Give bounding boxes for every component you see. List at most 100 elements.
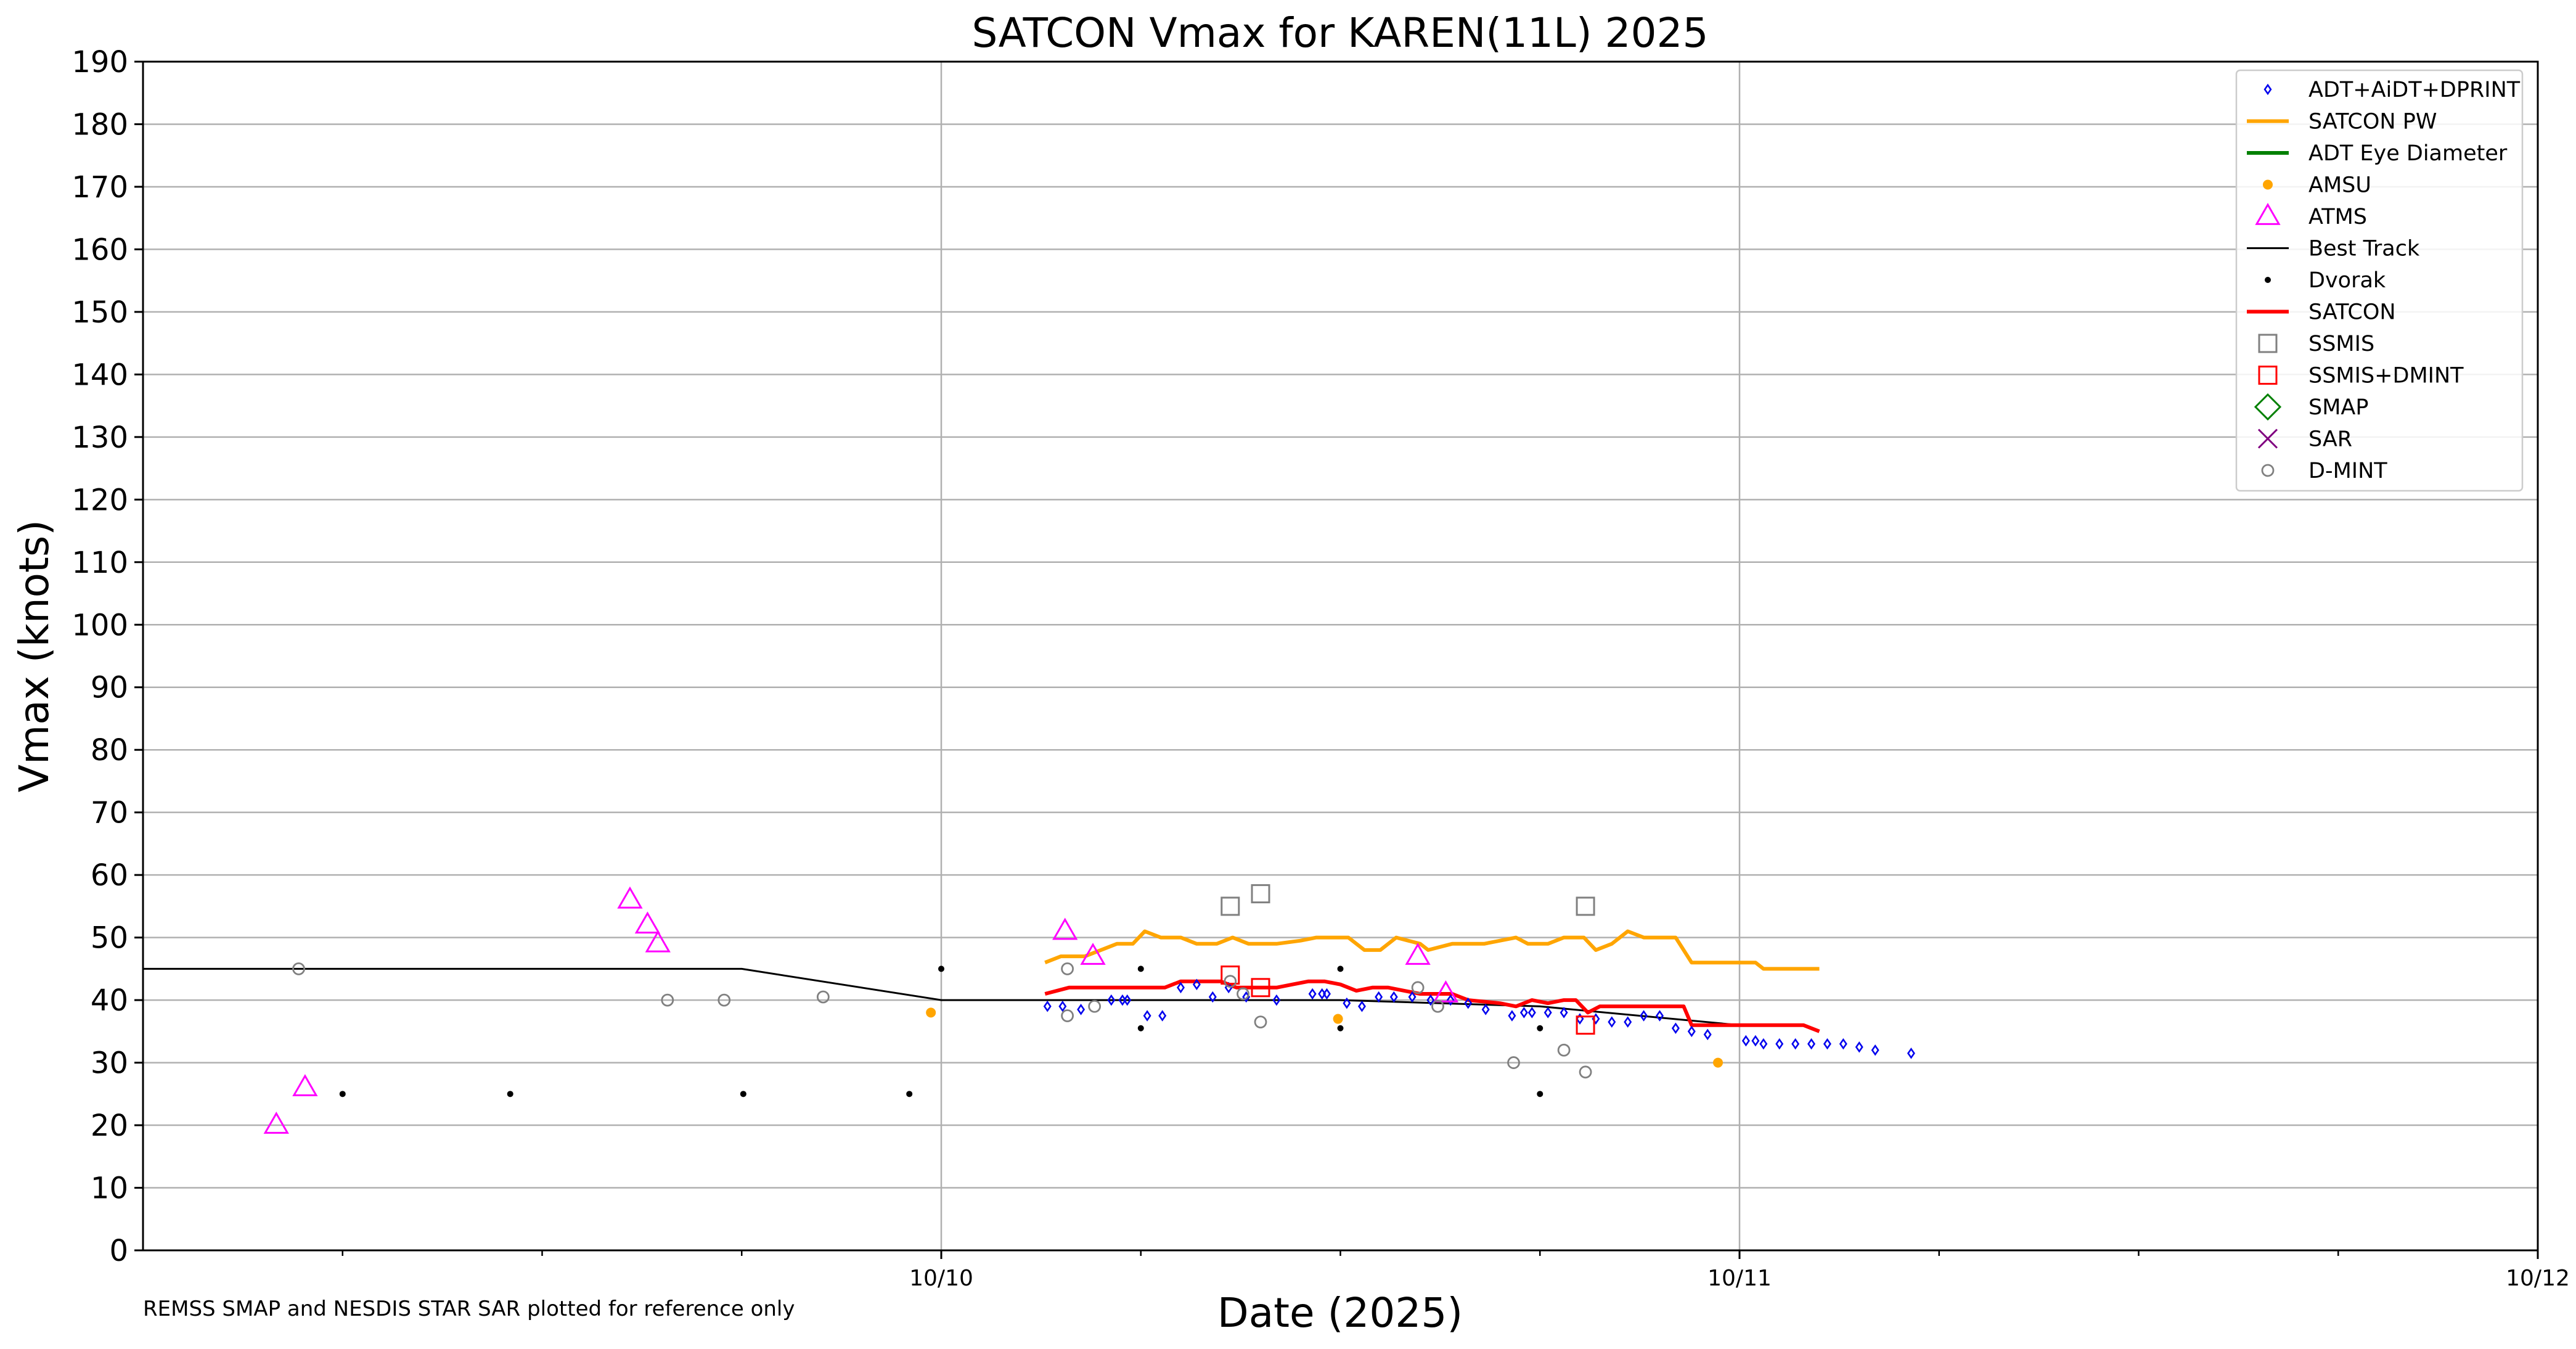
point-adt-aidt-dprint <box>1519 1007 1528 1019</box>
point-adt-aidt-dprint <box>1446 994 1455 1006</box>
grid-lines <box>143 60 2539 1252</box>
point-adt-aidt-dprint <box>1576 1013 1584 1025</box>
legend-label: SATCON PW <box>2308 110 2437 134</box>
point-adt-aidt-dprint <box>1177 982 1185 994</box>
point-adt-aidt-dprint <box>1158 1010 1167 1022</box>
point-atms <box>263 1112 289 1134</box>
point-adt-aidt-dprint <box>1791 1038 1800 1050</box>
y-tick-label: 140 <box>72 358 128 392</box>
legend-item-d-mint: D-MINT <box>2261 459 2387 483</box>
point-d-mint <box>1411 981 1425 994</box>
legend-item-smap: SMAP <box>2254 393 2368 421</box>
legend-item-amsu: AMSU <box>2263 173 2371 198</box>
legend-label: Best Track <box>2308 237 2420 261</box>
point-ssmis <box>1251 884 1270 904</box>
y-tick-label: 0 <box>109 1234 128 1268</box>
legend-label: SSMIS+DMINT <box>2308 364 2464 388</box>
point-adt-aidt-dprint <box>1656 1010 1664 1022</box>
point-d-mint <box>661 993 674 1007</box>
series-layer <box>143 884 1915 1134</box>
point-atms <box>1080 943 1106 965</box>
y-tick-label: 190 <box>72 45 128 80</box>
point-d-mint <box>1061 962 1074 975</box>
point-adt-aidt-dprint <box>1823 1038 1831 1050</box>
y-axis-label: Vmax (knots) <box>10 520 58 792</box>
point-adt-aidt-dprint <box>1508 1010 1516 1022</box>
point-adt-aidt-dprint <box>1208 991 1217 1003</box>
legend-label: ATMS <box>2308 205 2367 229</box>
legend-item-satcon-pw: SATCON PW <box>2247 110 2437 134</box>
point-amsu <box>926 1007 936 1018</box>
point-adt-aidt-dprint <box>1192 978 1201 991</box>
point-atms <box>634 911 661 934</box>
point-adt-aidt-dprint <box>1343 997 1351 1009</box>
legend-item-satcon: SATCON <box>2247 300 2396 325</box>
legend-swatch <box>2263 179 2273 190</box>
point-adt-aidt-dprint <box>1077 1004 1086 1015</box>
y-tick-label: 120 <box>72 483 128 517</box>
point-adt-aidt-dprint <box>1143 1010 1151 1022</box>
legend-swatch <box>2254 393 2282 421</box>
y-tick-label: 70 <box>91 796 128 830</box>
point-adt-aidt-dprint <box>1671 1022 1680 1035</box>
point-adt-aidt-dprint <box>1907 1048 1915 1059</box>
point-d-mint <box>718 993 731 1007</box>
point-d-mint <box>1254 1015 1267 1029</box>
point-adt-aidt-dprint <box>1408 991 1417 1003</box>
point-adt-aidt-dprint <box>1043 1000 1052 1012</box>
point-adt-aidt-dprint <box>1807 1038 1816 1050</box>
y-tick-label: 20 <box>91 1109 128 1143</box>
point-adt-aidt-dprint <box>1608 1016 1616 1028</box>
point-d-mint <box>1088 999 1102 1013</box>
y-tick-label: 50 <box>91 921 128 956</box>
point-dvorak <box>740 1091 746 1097</box>
point-dvorak <box>507 1091 513 1097</box>
y-tick-label: 110 <box>72 546 128 580</box>
point-dvorak <box>339 1091 346 1097</box>
y-tick-label: 170 <box>72 170 128 205</box>
series-line-satcon-pw <box>1044 929 1820 971</box>
point-adt-aidt-dprint <box>1855 1041 1863 1053</box>
point-amsu <box>1713 1057 1723 1068</box>
point-atms <box>1052 917 1078 940</box>
point-adt-aidt-dprint <box>1871 1044 1879 1056</box>
point-d-mint <box>816 990 830 1004</box>
legend-item-dvorak: Dvorak <box>2265 268 2386 293</box>
point-d-mint <box>1557 1043 1571 1057</box>
legend-swatch <box>2257 428 2278 449</box>
legend: ADT+AiDT+DPRINT SATCON PW ADT Eye Diameter… <box>2235 69 2524 492</box>
y-tick-label: 100 <box>72 608 128 642</box>
point-atms <box>617 886 643 909</box>
y-axis-ticks: 0 10 20 30 40 50 60 70 80 90 100 110 120 130 140 150 160… <box>72 45 143 1268</box>
legend-label: ADT Eye Diameter <box>2308 141 2508 166</box>
y-tick-label: 150 <box>72 295 128 330</box>
legend-swatch <box>2261 464 2275 477</box>
y-tick-label: 160 <box>72 232 128 267</box>
point-adt-aidt-dprint <box>1527 1007 1536 1019</box>
point-adt-aidt-dprint <box>1481 1004 1490 1015</box>
legend-swatch <box>2263 83 2272 96</box>
point-adt-aidt-dprint <box>1759 1038 1768 1050</box>
point-adt-aidt-dprint <box>1775 1038 1784 1050</box>
y-tick-label: 90 <box>91 671 128 705</box>
y-tick-label: 80 <box>91 733 128 768</box>
point-d-mint <box>292 962 305 975</box>
chart-title: SATCON Vmax for KAREN(11L) 2025 <box>971 9 1708 57</box>
point-dvorak <box>938 966 944 972</box>
y-tick-label: 60 <box>91 858 128 893</box>
reference-note: REMSS SMAP and NESDIS STAR SAR plotted f… <box>143 1297 795 1321</box>
point-adt-aidt-dprint <box>1741 1035 1750 1047</box>
x-tick-label: 10/12 <box>2506 1266 2570 1291</box>
point-atms <box>645 930 671 953</box>
legend-label: Dvorak <box>2308 268 2386 293</box>
legend-frame <box>2235 69 2524 492</box>
legend-item-adt-aidt-dprint: ADT+AiDT+DPRINT <box>2263 78 2521 102</box>
point-adt-aidt-dprint <box>1751 1035 1760 1047</box>
y-tick-label: 130 <box>72 420 128 455</box>
legend-label: D-MINT <box>2308 459 2387 483</box>
legend-item-adt-eye-diameter: ADT Eye Diameter <box>2247 141 2508 166</box>
point-atms <box>292 1074 318 1097</box>
legend-item-sar: SAR <box>2257 427 2352 452</box>
point-ssmis <box>1576 896 1595 916</box>
point-adt-aidt-dprint <box>1544 1007 1552 1019</box>
